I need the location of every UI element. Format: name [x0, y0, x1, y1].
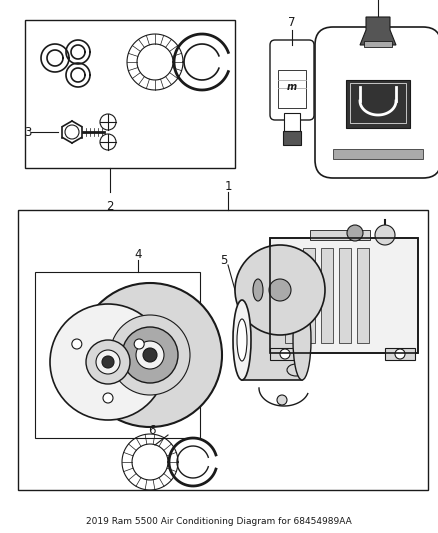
Circle shape — [375, 225, 395, 245]
Bar — [278, 70, 306, 108]
Bar — [364, 41, 392, 47]
Text: 7: 7 — [288, 17, 296, 29]
Ellipse shape — [253, 279, 263, 301]
Circle shape — [78, 283, 222, 427]
Circle shape — [395, 349, 405, 359]
Circle shape — [269, 279, 291, 301]
Circle shape — [72, 339, 82, 349]
Ellipse shape — [233, 300, 251, 380]
Bar — [285, 248, 297, 343]
Circle shape — [235, 245, 325, 335]
Circle shape — [110, 315, 190, 395]
Circle shape — [103, 393, 113, 403]
Bar — [270, 238, 418, 353]
Circle shape — [86, 340, 130, 384]
Bar — [350, 83, 406, 123]
Circle shape — [280, 349, 290, 359]
Circle shape — [102, 356, 114, 368]
Circle shape — [122, 327, 178, 383]
Bar — [242, 300, 302, 380]
Text: 1: 1 — [224, 181, 232, 193]
Circle shape — [100, 114, 116, 130]
Circle shape — [100, 134, 116, 150]
Circle shape — [50, 304, 166, 420]
Ellipse shape — [287, 364, 305, 376]
Text: 2019 Ram 5500 Air Conditioning Diagram for 68454989AA: 2019 Ram 5500 Air Conditioning Diagram f… — [86, 516, 352, 526]
Bar — [385, 348, 415, 360]
Circle shape — [134, 339, 144, 349]
Bar — [18, 210, 428, 490]
Text: 4: 4 — [134, 248, 142, 262]
Bar — [270, 348, 300, 360]
Ellipse shape — [237, 319, 247, 361]
FancyBboxPatch shape — [270, 40, 314, 120]
Text: m: m — [287, 82, 297, 92]
Polygon shape — [360, 17, 396, 45]
Text: 6: 6 — [148, 424, 156, 437]
Circle shape — [347, 225, 363, 241]
Text: 5: 5 — [220, 254, 228, 266]
Circle shape — [96, 350, 120, 374]
Bar — [25, 20, 235, 168]
Bar — [283, 131, 301, 145]
Circle shape — [244, 276, 272, 304]
Bar — [321, 248, 333, 343]
Bar — [310, 230, 370, 240]
Ellipse shape — [293, 300, 311, 380]
Circle shape — [65, 125, 79, 139]
Bar — [35, 272, 200, 438]
Bar — [284, 113, 300, 131]
Bar — [333, 149, 423, 159]
Text: 2: 2 — [106, 200, 114, 213]
FancyBboxPatch shape — [315, 27, 438, 178]
Bar — [270, 238, 418, 353]
Bar — [346, 80, 410, 128]
Circle shape — [277, 395, 287, 405]
Bar — [303, 248, 315, 343]
Circle shape — [136, 341, 164, 369]
Text: 3: 3 — [25, 125, 32, 139]
Bar — [357, 248, 369, 343]
Bar — [339, 248, 351, 343]
Circle shape — [143, 348, 157, 362]
